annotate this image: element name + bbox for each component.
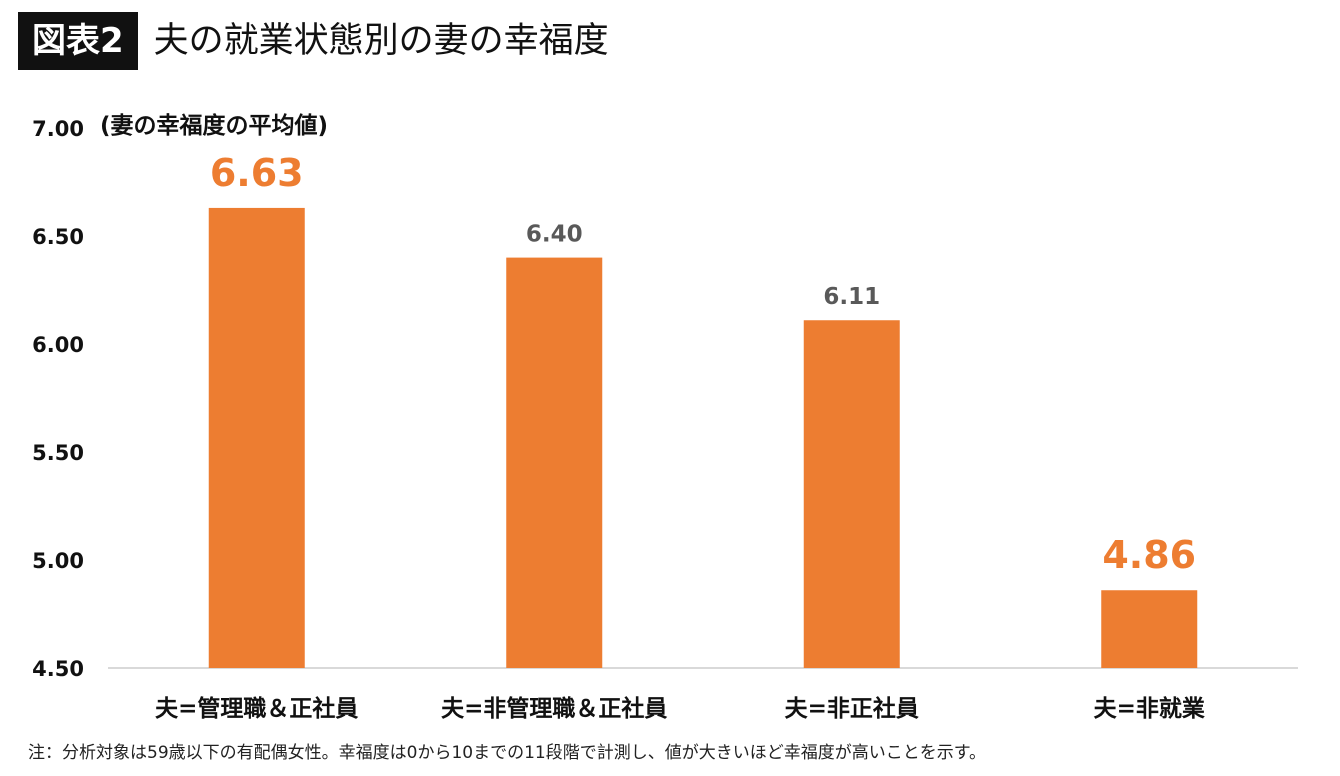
y-axis-title: (妻の幸福度の平均値) [100, 113, 329, 139]
x-tick-label: 夫=非管理職＆正社員 [441, 695, 667, 722]
y-tick-label: 4.50 [32, 657, 84, 681]
data-label: 6.63 [210, 151, 304, 195]
y-tick-label: 6.50 [32, 225, 84, 249]
footnote: 注：分析対象は59歳以下の有配偶女性。幸福度は0から10までの11段階で計測し、… [28, 743, 987, 763]
bar [1101, 590, 1198, 668]
bar [803, 320, 900, 668]
x-tick-label: 夫=非就業 [1094, 695, 1206, 722]
y-tick-label: 7.00 [32, 117, 84, 141]
x-tick-label: 夫=非正社員 [785, 695, 919, 722]
data-label: 4.86 [1102, 533, 1196, 577]
bar [208, 207, 305, 669]
figure-header: 図表2 夫の就業状態別の妻の幸福度 [18, 12, 609, 70]
data-label: 6.11 [823, 284, 880, 310]
figure-number-badge: 図表2 [18, 12, 138, 70]
y-tick-label: 5.00 [32, 549, 84, 573]
data-label: 6.40 [526, 222, 583, 248]
x-tick-label: 夫=管理職＆正社員 [155, 695, 358, 722]
figure-title: 夫の就業状態別の妻の幸福度 [153, 21, 609, 61]
y-tick-label: 6.00 [32, 333, 84, 357]
y-tick-label: 5.50 [32, 441, 84, 465]
bar [506, 257, 603, 668]
